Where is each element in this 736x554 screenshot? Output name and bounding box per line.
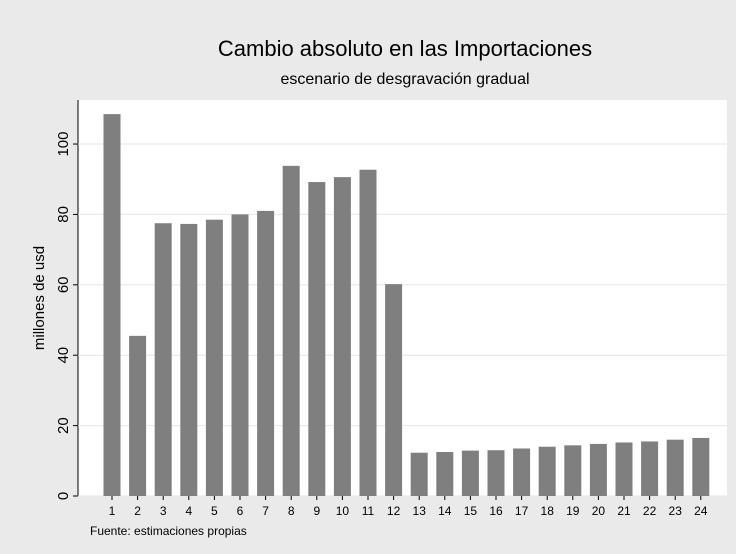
x-tick-label: 1 (109, 504, 116, 518)
bar (103, 114, 121, 497)
bar (308, 182, 326, 496)
bar (538, 446, 556, 496)
x-tick-label: 5 (211, 504, 218, 518)
bar (487, 450, 505, 496)
x-tick-label: 18 (541, 504, 555, 518)
bar (641, 441, 659, 496)
y-tick-label: 0 (55, 492, 72, 500)
chart-subtitle: escenario de desgravación gradual (280, 71, 529, 88)
bar (180, 223, 198, 496)
bar (129, 335, 147, 496)
bar (692, 437, 710, 496)
bar (385, 284, 403, 496)
x-tick-label: 9 (313, 504, 320, 518)
x-tick-label: 14 (438, 504, 452, 518)
bar (410, 452, 428, 496)
plot-area (78, 100, 727, 496)
bar (231, 214, 249, 496)
x-tick-label: 24 (694, 504, 708, 518)
note: Fuente: estimaciones propias (90, 524, 247, 538)
bar (666, 439, 684, 496)
y-tick-label: 20 (55, 417, 72, 434)
x-tick-label: 13 (413, 504, 427, 518)
x-tick-label: 8 (288, 504, 295, 518)
bar (154, 223, 172, 497)
x-tick-label: 21 (617, 504, 631, 518)
x-tick-label: 4 (185, 504, 192, 518)
x-tick-label: 15 (464, 504, 478, 518)
x-tick-label: 7 (262, 504, 269, 518)
x-tick-label: 11 (362, 504, 375, 518)
x-tick-label: 22 (643, 504, 657, 518)
bar (564, 445, 582, 496)
bar (589, 443, 607, 496)
x-tick-label: 3 (160, 504, 167, 518)
x-tick-label: 10 (336, 504, 350, 518)
bar (257, 210, 275, 496)
bar (615, 442, 633, 496)
y-tick-label: 40 (55, 347, 72, 364)
x-tick-label: 17 (515, 504, 529, 518)
x-tick-label: 16 (489, 504, 503, 518)
bar (333, 177, 351, 496)
y-tick-label: 80 (55, 206, 72, 223)
chart-title: Cambio absoluto en las Importaciones (218, 36, 592, 61)
bar (436, 452, 454, 496)
x-tick-label: 6 (237, 504, 244, 518)
bar (461, 450, 479, 496)
bar (513, 448, 531, 496)
x-tick-label: 19 (566, 504, 580, 518)
y-tick-label: 100 (55, 132, 72, 157)
y-tick-label: 60 (55, 276, 72, 293)
x-tick-label: 12 (387, 504, 401, 518)
x-tick-label: 20 (592, 504, 606, 518)
bar (205, 219, 223, 496)
x-tick-label: 2 (134, 504, 141, 518)
y-axis-label: millones de usd (31, 246, 48, 350)
bar (359, 169, 377, 496)
bar (282, 165, 300, 497)
x-tick-label: 23 (669, 504, 683, 518)
